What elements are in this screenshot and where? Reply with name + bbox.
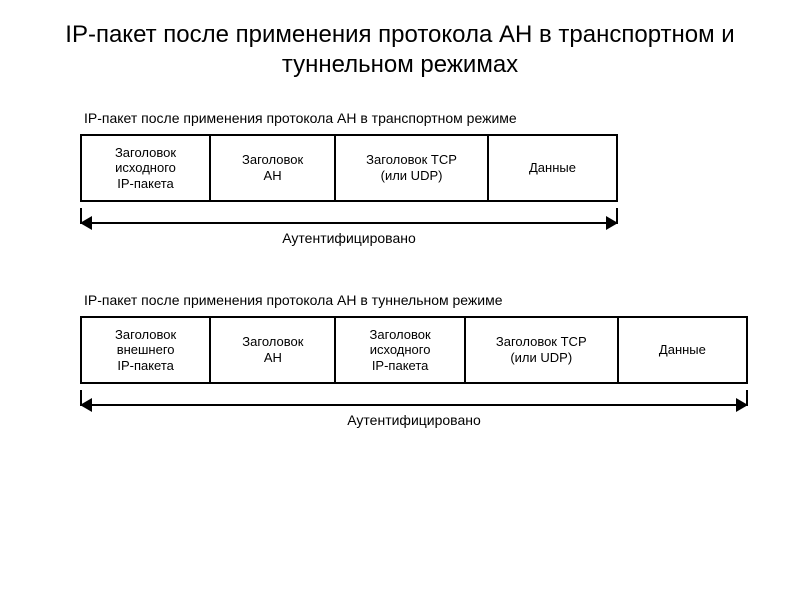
- bracket-transport: Аутентифицировано: [80, 208, 618, 250]
- bracket2-label: Аутентифицировано: [80, 412, 748, 428]
- packet-cell: Заголовок AH: [211, 136, 336, 200]
- arrow-right-icon: [736, 398, 748, 412]
- packet-tunnel: Заголовок внешнего IP-пакетаЗаголовок AH…: [80, 316, 748, 384]
- packet-cell: Заголовок TCP (или UDP): [336, 136, 489, 200]
- arrow-left-icon: [80, 216, 92, 230]
- main-title: IP-пакет после применения протокола AH в…: [20, 20, 780, 80]
- packet-cell: Заголовок исходного IP-пакета: [82, 136, 211, 200]
- diagram2-subtitle: IP-пакет после применения протокола AH в…: [84, 292, 780, 308]
- packet-cell: Данные: [619, 318, 746, 382]
- bracket-line: [80, 404, 748, 406]
- diagram-transport: IP-пакет после применения протокола AH в…: [80, 110, 780, 250]
- bracket1-label: Аутентифицировано: [80, 230, 618, 246]
- arrow-left-icon: [80, 398, 92, 412]
- packet-cell: Заголовок исходного IP-пакета: [336, 318, 465, 382]
- bracket-tunnel: Аутентифицировано: [80, 390, 748, 432]
- packet-cell: Данные: [489, 136, 616, 200]
- diagram1-subtitle: IP-пакет после применения протокола AH в…: [84, 110, 780, 126]
- packet-transport: Заголовок исходного IP-пакетаЗаголовок A…: [80, 134, 618, 202]
- diagram-tunnel: IP-пакет после применения протокола AH в…: [80, 292, 780, 432]
- arrow-right-icon: [606, 216, 618, 230]
- page: IP-пакет после применения протокола AH в…: [0, 0, 800, 600]
- packet-cell: Заголовок TCP (или UDP): [466, 318, 619, 382]
- packet-cell: Заголовок AH: [211, 318, 336, 382]
- bracket-line: [80, 222, 618, 224]
- packet-cell: Заголовок внешнего IP-пакета: [82, 318, 211, 382]
